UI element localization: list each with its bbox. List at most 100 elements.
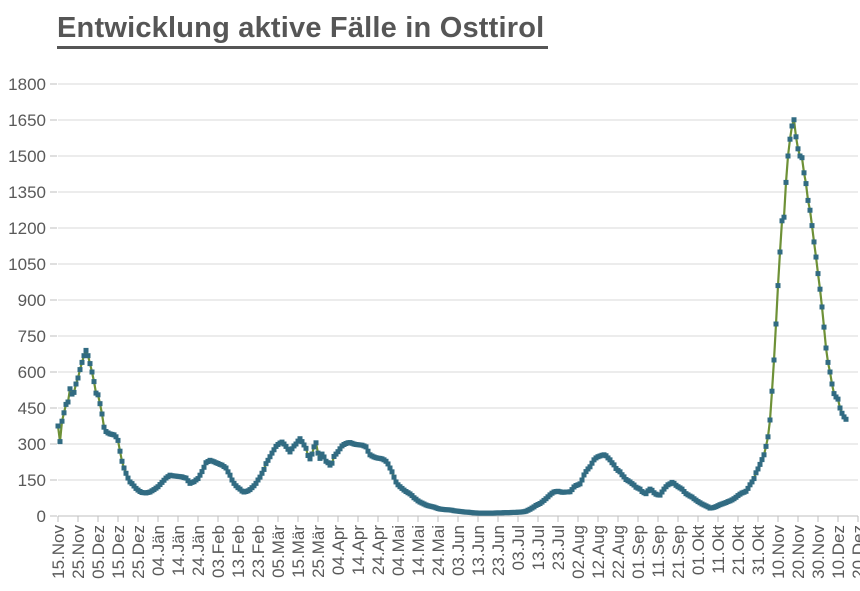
x-axis-label: 13.Feb	[229, 525, 248, 578]
data-point-marker	[65, 399, 71, 405]
data-point-marker	[659, 489, 665, 495]
data-point-marker	[101, 424, 107, 430]
data-point-marker	[97, 401, 103, 407]
data-point-marker	[85, 353, 91, 359]
data-point-marker	[835, 396, 841, 402]
data-point-marker	[815, 271, 821, 277]
data-point-marker	[195, 476, 201, 482]
data-point-marker	[301, 442, 307, 448]
x-axis-label: 11.Sep	[649, 525, 668, 578]
x-axis-label: 21.Okt	[729, 525, 748, 575]
x-axis-label: 21.Sep	[669, 525, 688, 579]
data-point-marker	[59, 418, 65, 424]
x-axis-label: 04.Mai	[389, 525, 408, 576]
data-point-marker	[753, 470, 759, 476]
y-axis-label: 1200	[8, 219, 46, 238]
x-axis-label: 05.Mär	[269, 525, 288, 578]
x-axis-label: 15.Dez	[109, 525, 128, 579]
data-point-marker	[387, 465, 393, 471]
data-point-marker	[293, 441, 299, 447]
data-point-marker	[767, 417, 773, 423]
data-point-marker	[329, 460, 335, 466]
data-point-marker	[579, 477, 585, 483]
data-point-marker	[77, 367, 83, 373]
data-point-marker	[805, 197, 811, 203]
x-axis-label: 01.Sep	[629, 525, 648, 579]
data-point-marker	[587, 464, 593, 470]
data-point-marker	[839, 410, 845, 416]
x-axis-label: 24.Mai	[429, 525, 448, 576]
data-point-marker	[589, 460, 595, 466]
data-point-marker	[319, 451, 325, 457]
data-point-marker	[827, 369, 833, 375]
data-point-marker	[781, 214, 787, 220]
data-point-marker	[747, 482, 753, 488]
data-point-marker	[263, 461, 269, 467]
data-point-marker	[383, 458, 389, 464]
x-axis-label: 04.Apr	[329, 525, 348, 575]
x-axis-label: 30.Nov	[809, 525, 828, 579]
data-point-marker	[743, 488, 749, 494]
data-point-marker	[821, 324, 827, 330]
data-point-marker	[309, 451, 315, 457]
y-axis-label: 1500	[8, 147, 46, 166]
data-point-marker	[229, 477, 235, 483]
data-point-marker	[583, 469, 589, 475]
data-point-marker	[793, 134, 799, 140]
x-axis-label: 24.Apr	[369, 525, 388, 575]
data-point-marker	[837, 405, 843, 411]
data-point-marker	[337, 446, 343, 452]
y-axis-label: 1800	[8, 75, 46, 94]
data-point-marker	[789, 123, 795, 129]
data-point-marker	[255, 477, 261, 483]
x-axis-label: 22.Aug	[609, 525, 628, 579]
data-point-marker	[791, 117, 797, 123]
data-point-marker	[799, 155, 805, 161]
data-point-marker	[271, 447, 277, 453]
data-point-marker	[823, 345, 829, 351]
data-point-marker	[785, 153, 791, 159]
x-axis-label: 01.Okt	[689, 525, 708, 575]
data-point-marker	[751, 476, 757, 482]
y-axis-label: 900	[18, 291, 46, 310]
data-point-marker	[749, 479, 755, 485]
data-point-marker	[779, 218, 785, 224]
data-point-marker	[761, 452, 767, 458]
data-point-marker	[123, 470, 129, 476]
data-point-marker	[257, 474, 263, 480]
data-point-marker	[335, 449, 341, 455]
data-point-marker	[287, 449, 293, 455]
data-point-marker	[765, 434, 771, 440]
data-point-marker	[119, 458, 125, 464]
data-point-marker	[125, 475, 131, 481]
data-point-marker	[117, 448, 123, 454]
data-point-marker	[91, 379, 97, 385]
data-point-marker	[297, 436, 303, 442]
x-axis-label: 13.Jun	[469, 525, 488, 576]
data-point-marker	[81, 353, 87, 359]
data-point-marker	[813, 254, 819, 260]
data-point-marker	[577, 481, 583, 487]
x-axis-label: 04.Jän	[149, 525, 168, 576]
data-point-marker	[321, 454, 327, 460]
data-point-marker	[393, 479, 399, 485]
x-axis-label: 20.Nov	[789, 525, 808, 579]
data-point-marker	[621, 474, 627, 480]
y-axis-label: 600	[18, 363, 46, 382]
data-point-marker	[75, 375, 81, 381]
y-axis-label: 1350	[8, 183, 46, 202]
x-axis-label: 03.Jul	[509, 525, 528, 570]
data-point-marker	[269, 450, 275, 456]
x-axis-label: 15.Nov	[49, 525, 68, 579]
data-point-marker	[303, 445, 309, 451]
data-point-marker	[825, 359, 831, 365]
y-axis-label: 0	[37, 507, 46, 526]
data-point-marker	[79, 359, 85, 365]
data-point-marker	[267, 454, 273, 460]
data-point-marker	[755, 466, 761, 472]
data-point-marker	[775, 283, 781, 289]
data-point-marker	[763, 443, 769, 449]
x-axis-label: 05.Dez	[89, 525, 108, 579]
data-point-marker	[657, 492, 663, 498]
